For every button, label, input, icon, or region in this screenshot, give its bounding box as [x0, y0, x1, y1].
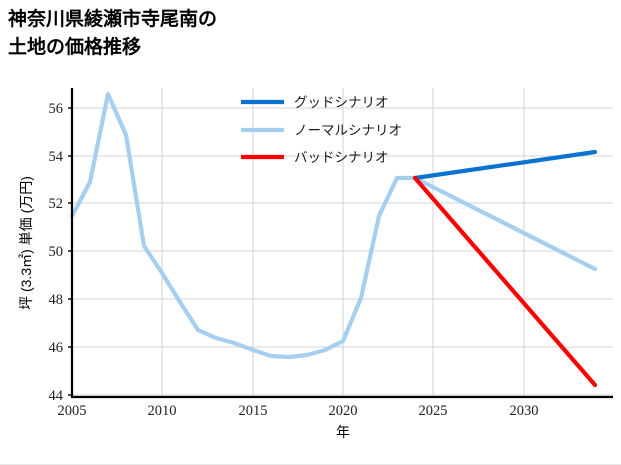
legend-label-normal: ノーマルシナリオ: [294, 123, 402, 138]
y-tick-label-46: 46: [49, 340, 64, 356]
y-tick-label-44: 44: [49, 388, 64, 404]
series-line-normal: [69, 91, 598, 360]
y-tick-label-56: 56: [49, 101, 64, 117]
chart-legend: グッドシナリオ ノーマルシナリオ バッドシナリオ: [241, 95, 402, 165]
x-tick-label-2020: 2020: [329, 403, 358, 419]
page-title: 神奈川県綾瀬市寺尾南の 土地の価格推移: [8, 9, 218, 58]
x-tick-label-2030: 2030: [510, 403, 539, 419]
y-tick-label-48: 48: [49, 292, 64, 308]
x-tick-label-2005: 2005: [58, 403, 87, 419]
y-tick-label-52: 52: [49, 196, 64, 212]
y-axis-tick-labels: 56 54 52 50 48 46 44: [49, 101, 64, 404]
legend-label-good: グッドシナリオ: [294, 95, 389, 110]
y-tick-label-50: 50: [49, 244, 64, 260]
x-axis-tick-labels: 2005 2010 2015 2020 2025 2030: [58, 403, 539, 419]
series-line-bad: [412, 175, 598, 388]
y-tick-label-54: 54: [49, 149, 64, 165]
y-tick-marks: [68, 107, 72, 396]
y-axis-title: 坪 (3.3㎡) 単価 (万円): [18, 176, 34, 310]
legend-label-bad: バッドシナリオ: [294, 150, 389, 165]
x-axis-title: 年: [336, 424, 350, 440]
x-tick-label-2015: 2015: [239, 403, 268, 419]
x-tick-label-2010: 2010: [148, 403, 177, 419]
series-line-good: [412, 149, 598, 181]
x-tick-label-2025: 2025: [419, 403, 448, 419]
